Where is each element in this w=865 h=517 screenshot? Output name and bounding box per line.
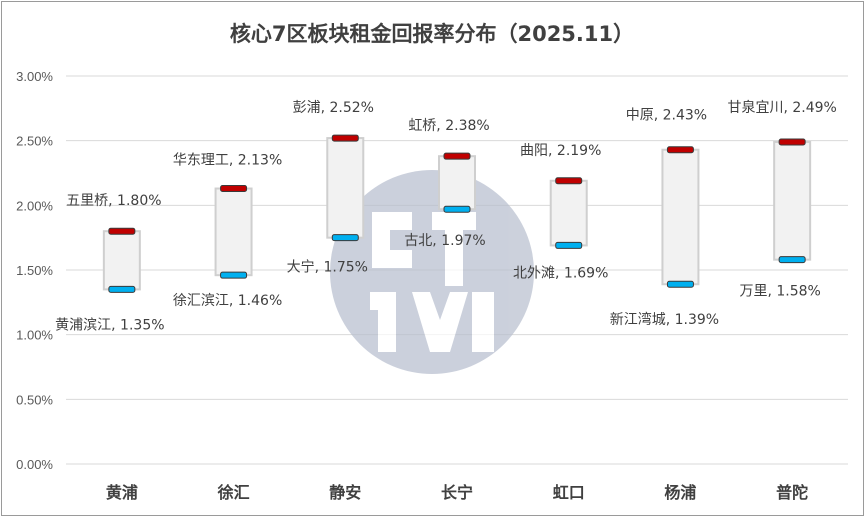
- y-tick-label: 2.00%: [16, 198, 53, 213]
- high-data-label: 华东理工, 2.13%: [173, 153, 282, 169]
- high-data-label: 五里桥, 1.80%: [66, 193, 161, 209]
- y-axis: 0.00% 0.50% 1.00% 1.50% 2.00% 2.50% 3.00%: [16, 69, 53, 472]
- y-tick-label: 1.00%: [16, 328, 53, 343]
- range-bar: [214, 187, 253, 277]
- low-data-label: 古北, 1.97%: [404, 233, 485, 249]
- high-data-label: 甘泉宜川, 2.49%: [727, 99, 836, 116]
- high-marker: [778, 138, 806, 146]
- high-data-label: 曲阳, 2.19%: [520, 143, 601, 159]
- range-bar: [438, 155, 476, 211]
- x-tick-label: 杨浦: [664, 483, 696, 502]
- chart-title: 核心7区板块租金回报率分布（2025.11）: [230, 22, 634, 46]
- high-marker: [331, 134, 359, 142]
- low-marker: [220, 271, 248, 279]
- high-data-label: 彭浦, 2.52%: [293, 100, 374, 116]
- low-data-label: 北外滩, 1.69%: [513, 265, 608, 281]
- x-tick-label: 长宁: [441, 483, 473, 502]
- low-data-label: 徐汇滨江, 1.46%: [173, 293, 282, 309]
- y-tick-label: 2.50%: [16, 134, 53, 149]
- high-marker: [555, 177, 583, 185]
- watermark-logo: [330, 170, 534, 374]
- x-tick-label: 徐汇: [217, 483, 250, 502]
- x-tick-label: 普陀: [776, 483, 808, 502]
- y-tick-label: 1.50%: [16, 263, 53, 278]
- range-bar: [773, 140, 812, 261]
- range-bar: [549, 179, 588, 247]
- y-tick-label: 0.50%: [16, 392, 53, 407]
- range-bar: [661, 148, 700, 286]
- low-marker: [778, 256, 806, 264]
- x-tick-label: 静安: [329, 483, 361, 502]
- low-data-label: 大宁, 1.75%: [287, 259, 368, 276]
- x-tick-label: 虹口: [553, 483, 585, 502]
- x-tick-label: 黄浦: [106, 483, 138, 502]
- low-data-label: 新江湾城, 1.39%: [610, 311, 719, 328]
- range-bar: [102, 230, 141, 291]
- low-data-label: 万里, 1.58%: [739, 284, 820, 300]
- x-axis: 黄浦 徐汇 静安 长宁 虹口 杨浦 普陀: [106, 483, 808, 502]
- high-marker: [108, 227, 136, 235]
- high-data-label: 虹桥, 2.38%: [408, 118, 489, 134]
- low-marker: [331, 234, 359, 242]
- low-marker: [555, 241, 583, 249]
- y-tick-label: 0.00%: [16, 457, 53, 472]
- data-labels: 五里桥, 1.80% 黄浦滨江, 1.35% 华东理工, 2.13% 徐汇滨江, 1.…: [55, 99, 837, 333]
- low-marker: [666, 280, 694, 288]
- low-marker: [108, 285, 136, 293]
- high-data-label: 中原, 2.43%: [626, 108, 707, 124]
- low-data-label: 黄浦滨江, 1.35%: [55, 316, 164, 333]
- high-marker: [443, 152, 471, 160]
- range-bars: [102, 134, 812, 374]
- y-tick-label: 3.00%: [16, 69, 53, 84]
- high-marker: [220, 185, 248, 193]
- range-bar: [326, 137, 365, 239]
- high-marker: [666, 146, 694, 154]
- low-marker: [443, 205, 471, 213]
